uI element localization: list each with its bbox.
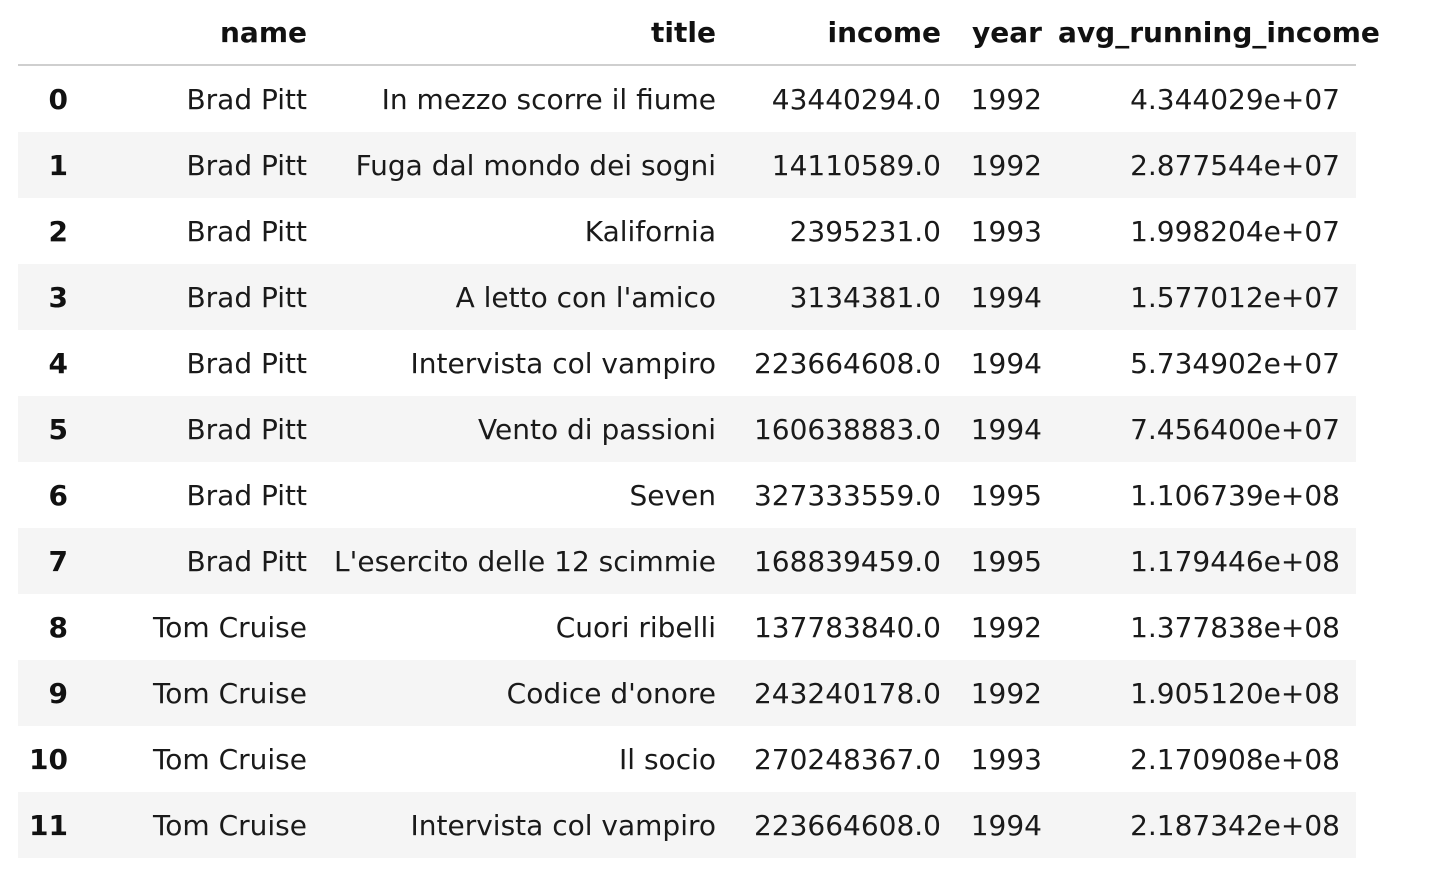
row-index: 0 xyxy=(48,82,68,116)
cell-year: 1994 xyxy=(970,346,1042,380)
cell-avg-running-income: 2.170908e+08 xyxy=(1130,742,1340,776)
cell-income: 2395231.0 xyxy=(789,214,941,248)
cell-name: Tom Cruise xyxy=(152,610,307,644)
table-row: 7 Brad Pitt L'esercito delle 12 scimmie 168… xyxy=(18,528,1356,594)
cell-name: Tom Cruise xyxy=(152,742,307,776)
cell-title: Fuga dal mondo dei sogni xyxy=(355,148,716,182)
table-row: 1 Brad Pitt Fuga dal mondo dei sogni 141105… xyxy=(18,132,1356,198)
table-header: name title income year avg_running_incom… xyxy=(18,0,1380,66)
cell-income: 270248367.0 xyxy=(753,742,941,776)
cell-year: 1993 xyxy=(970,742,1042,776)
table-row: 4 Brad Pitt Intervista col vampiro 22366460… xyxy=(18,330,1356,396)
table-row: 6 Brad Pitt Seven 327333559.0 1995 1.106739e+… xyxy=(18,462,1356,528)
cell-year: 1994 xyxy=(970,808,1042,842)
cell-income: 223664608.0 xyxy=(753,808,941,842)
cell-income: 168839459.0 xyxy=(753,544,941,578)
row-index: 9 xyxy=(48,676,68,710)
cell-income: 243240178.0 xyxy=(753,676,941,710)
cell-year: 1995 xyxy=(970,544,1042,578)
cell-year: 1992 xyxy=(970,82,1042,116)
dataframe-output: name title income year avg_running_incom… xyxy=(18,0,1380,858)
cell-income: 137783840.0 xyxy=(753,610,941,644)
cell-avg-running-income: 4.344029e+07 xyxy=(1130,82,1340,116)
cell-avg-running-income: 1.577012e+07 xyxy=(1130,280,1340,314)
cell-title: A letto con l'amico xyxy=(455,280,716,314)
cell-income: 14110589.0 xyxy=(771,148,941,182)
cell-income: 43440294.0 xyxy=(771,82,941,116)
row-index: 5 xyxy=(48,412,68,446)
table-row: 2 Brad Pitt Kalifornia 2395231.0 1993 1.99820… xyxy=(18,198,1356,264)
cell-title: Kalifornia xyxy=(584,214,716,248)
cell-title: Vento di passioni xyxy=(478,412,716,446)
cell-year: 1994 xyxy=(970,412,1042,446)
cell-title: Il socio xyxy=(619,742,716,776)
table-row: 5 Brad Pitt Vento di passioni 160638883.0 19… xyxy=(18,396,1356,462)
cell-year: 1995 xyxy=(970,478,1042,512)
cell-name: Tom Cruise xyxy=(152,808,307,842)
row-index: 1 xyxy=(48,148,68,182)
cell-title: In mezzo scorre il fiume xyxy=(381,82,716,116)
cell-name: Brad Pitt xyxy=(186,214,307,248)
row-index: 3 xyxy=(48,280,68,314)
cell-title: Intervista col vampiro xyxy=(410,808,716,842)
cell-avg-running-income: 1.905120e+08 xyxy=(1130,676,1340,710)
cell-avg-running-income: 1.179446e+08 xyxy=(1130,544,1340,578)
cell-title: Seven xyxy=(629,478,716,512)
cell-income: 327333559.0 xyxy=(753,478,941,512)
table-row: 9 Tom Cruise Codice d'onore 243240178.0 1992… xyxy=(18,660,1356,726)
column-header-year: year xyxy=(957,0,1058,66)
cell-name: Brad Pitt xyxy=(186,148,307,182)
column-header-name: name xyxy=(68,0,323,66)
cell-name: Brad Pitt xyxy=(186,478,307,512)
column-header-index xyxy=(18,0,68,66)
row-index: 10 xyxy=(29,742,68,776)
table-row: 8 Tom Cruise Cuori ribelli 137783840.0 1992 1… xyxy=(18,594,1356,660)
cell-title: Intervista col vampiro xyxy=(410,346,716,380)
cell-year: 1993 xyxy=(970,214,1042,248)
table-body: 0 Brad Pitt In mezzo scorre il fiume 434402… xyxy=(18,65,1356,858)
cell-avg-running-income: 5.734902e+07 xyxy=(1130,346,1340,380)
table-row: 11 Tom Cruise Intervista col vampiro 223664… xyxy=(18,792,1356,858)
cell-title: L'esercito delle 12 scimmie xyxy=(334,544,716,578)
row-index: 7 xyxy=(48,544,68,578)
cell-title: Cuori ribelli xyxy=(555,610,716,644)
cell-name: Brad Pitt xyxy=(186,280,307,314)
cell-avg-running-income: 1.106739e+08 xyxy=(1130,478,1340,512)
dataframe-table: name title income year avg_running_incom… xyxy=(18,0,1380,858)
column-header-avg-running-income: avg_running_income xyxy=(1058,0,1380,66)
table-row: 3 Brad Pitt A letto con l'amico 3134381.0 19… xyxy=(18,264,1356,330)
column-header-income: income xyxy=(732,0,957,66)
cell-name: Brad Pitt xyxy=(186,346,307,380)
cell-name: Tom Cruise xyxy=(152,676,307,710)
cell-avg-running-income: 7.456400e+07 xyxy=(1130,412,1340,446)
cell-name: Brad Pitt xyxy=(186,82,307,116)
column-header-title: title xyxy=(323,0,732,66)
cell-year: 1994 xyxy=(970,280,1042,314)
row-index: 11 xyxy=(29,808,68,842)
row-index: 4 xyxy=(48,346,68,380)
cell-year: 1992 xyxy=(970,676,1042,710)
table-row: 0 Brad Pitt In mezzo scorre il fiume 434402… xyxy=(18,65,1356,132)
row-index: 8 xyxy=(48,610,68,644)
cell-income: 3134381.0 xyxy=(789,280,941,314)
cell-avg-running-income: 1.998204e+07 xyxy=(1130,214,1340,248)
cell-avg-running-income: 1.377838e+08 xyxy=(1130,610,1340,644)
cell-year: 1992 xyxy=(970,148,1042,182)
table-row: 10 Tom Cruise Il socio 270248367.0 1993 2.170… xyxy=(18,726,1356,792)
row-index: 6 xyxy=(48,478,68,512)
cell-name: Brad Pitt xyxy=(186,544,307,578)
cell-income: 223664608.0 xyxy=(753,346,941,380)
cell-title: Codice d'onore xyxy=(506,676,716,710)
header-row: name title income year avg_running_incom… xyxy=(18,0,1380,66)
cell-avg-running-income: 2.187342e+08 xyxy=(1130,808,1340,842)
cell-income: 160638883.0 xyxy=(753,412,941,446)
row-index: 2 xyxy=(48,214,68,248)
cell-avg-running-income: 2.877544e+07 xyxy=(1130,148,1340,182)
cell-name: Brad Pitt xyxy=(186,412,307,446)
cell-year: 1992 xyxy=(970,610,1042,644)
